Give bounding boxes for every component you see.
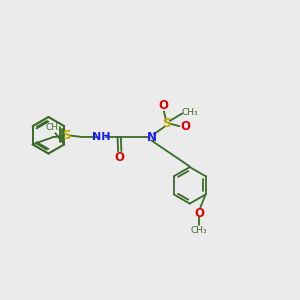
Text: NH: NH — [92, 132, 110, 142]
Text: CH₃: CH₃ — [191, 226, 207, 235]
Text: O: O — [180, 120, 190, 133]
Text: O: O — [115, 151, 125, 164]
Text: O: O — [159, 99, 169, 112]
Text: CH₃: CH₃ — [45, 123, 62, 132]
Text: S: S — [62, 129, 71, 142]
Text: O: O — [194, 207, 204, 220]
Text: N: N — [147, 130, 157, 143]
Text: S: S — [163, 117, 171, 130]
Text: CH₃: CH₃ — [181, 107, 198, 116]
